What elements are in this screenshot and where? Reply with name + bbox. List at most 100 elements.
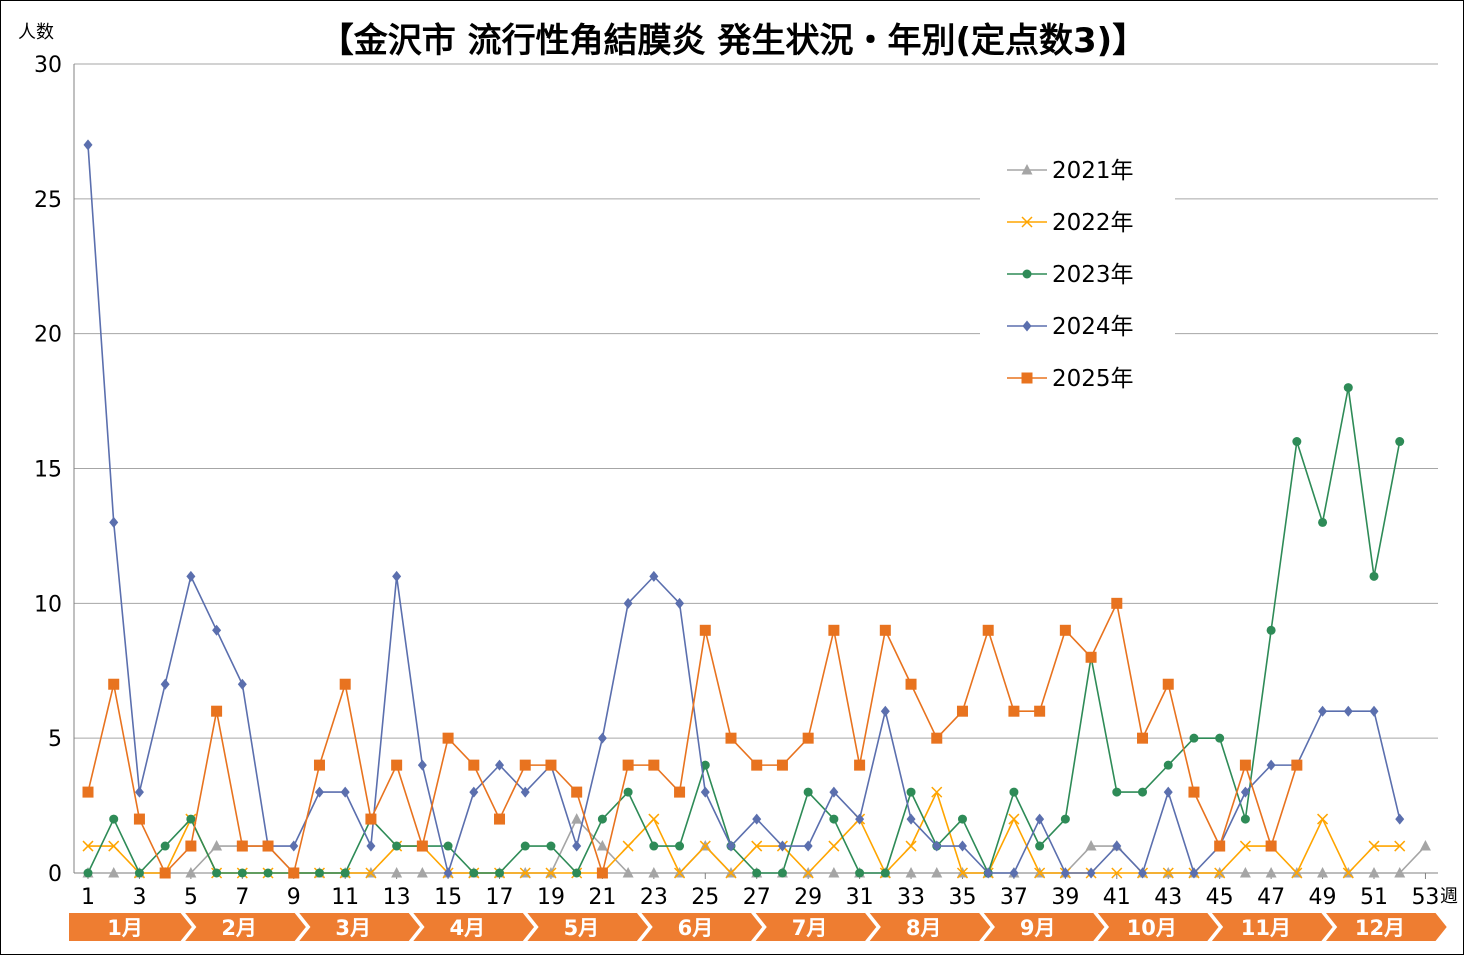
series-lines — [82, 139, 1431, 879]
data-point-marker — [829, 786, 839, 798]
month-chevron — [1207, 911, 1336, 943]
month-chevron — [181, 911, 309, 943]
data-point-marker — [443, 867, 453, 879]
data-point-marker — [725, 867, 737, 879]
data-point-marker — [597, 814, 607, 824]
data-point-marker — [803, 787, 813, 797]
data-point-marker — [1394, 867, 1406, 878]
x-tick-label: 5 — [184, 885, 198, 910]
data-point-marker — [649, 570, 659, 582]
data-point-marker — [495, 868, 505, 878]
data-point-marker — [417, 759, 427, 771]
data-point-marker — [1265, 840, 1277, 852]
y-tick-label: 25 — [34, 188, 62, 213]
data-point-marker — [880, 868, 890, 878]
data-point-marker — [1163, 786, 1173, 798]
month-chevron — [1093, 911, 1222, 943]
data-point-marker — [520, 786, 530, 798]
x-tick-label: 19 — [537, 885, 565, 910]
data-point-marker — [648, 867, 660, 878]
data-point-marker — [674, 867, 686, 879]
month-label: 4月 — [449, 916, 485, 940]
x-tick-label: 43 — [1154, 885, 1182, 910]
y-tick-label: 15 — [34, 458, 62, 483]
data-point-marker — [443, 841, 453, 851]
data-point-marker — [802, 867, 814, 879]
data-point-marker — [1112, 840, 1122, 852]
data-point-marker — [906, 813, 916, 825]
marker-stroke — [1162, 867, 1174, 879]
data-point-marker — [649, 841, 659, 851]
data-point-marker — [1188, 786, 1200, 798]
data-point-marker — [1163, 760, 1173, 770]
data-point-marker — [1034, 705, 1046, 717]
x-tick-label: 51 — [1360, 885, 1388, 910]
data-point-marker — [1292, 437, 1302, 447]
data-point-marker — [777, 868, 787, 878]
data-point-marker — [263, 868, 273, 878]
x-tick-label: 41 — [1103, 885, 1131, 910]
data-point-marker — [1034, 867, 1046, 879]
data-point-marker — [1138, 867, 1148, 879]
month-label: 7月 — [792, 916, 828, 940]
data-point-marker — [1111, 867, 1123, 879]
data-point-marker — [905, 867, 917, 878]
data-point-marker — [622, 867, 634, 878]
data-point-marker — [83, 139, 93, 151]
marker-stroke — [108, 840, 120, 852]
data-point-marker — [1318, 705, 1328, 717]
data-point-marker — [982, 624, 994, 636]
data-point-marker — [776, 759, 788, 771]
marker-stroke — [905, 840, 917, 852]
month-label: 1月 — [107, 916, 143, 940]
marker-stroke — [1034, 867, 1046, 879]
series-line — [87, 386, 1401, 874]
legend-label: 2025年 — [1052, 366, 1134, 392]
data-point-marker — [545, 759, 557, 771]
data-point-marker — [699, 840, 711, 852]
x-tick-label: 39 — [1051, 885, 1079, 910]
data-point-marker — [828, 624, 840, 636]
data-point-marker — [340, 786, 350, 798]
month-chevron — [751, 911, 879, 943]
series-3 — [83, 383, 1405, 878]
month-label: 8月 — [906, 916, 942, 940]
data-point-marker — [340, 868, 350, 878]
data-point-marker — [212, 624, 222, 636]
y-axis-label: 人数 — [18, 22, 54, 43]
data-point-marker — [829, 814, 839, 824]
y-tick-label: 30 — [34, 53, 62, 78]
data-point-marker — [596, 840, 608, 851]
marker-stroke — [82, 840, 94, 852]
data-point-marker — [186, 814, 196, 824]
month-label: 11月 — [1241, 916, 1291, 940]
x-tick-label: 29 — [794, 885, 822, 910]
data-point-marker — [596, 867, 608, 879]
data-point-marker — [751, 840, 763, 852]
month-chevron — [979, 911, 1108, 943]
data-point-marker — [159, 867, 171, 879]
data-point-marker — [1189, 867, 1199, 879]
month-label: 6月 — [678, 916, 714, 940]
data-point-marker — [1060, 867, 1070, 879]
data-point-marker — [1021, 164, 1033, 175]
month-chevron — [295, 911, 423, 943]
data-point-marker — [1317, 813, 1329, 825]
marker-stroke — [828, 840, 840, 852]
legend-label: 2024年 — [1052, 314, 1134, 340]
data-point-marker — [931, 786, 943, 798]
data-point-marker — [1394, 840, 1406, 852]
data-point-marker — [1009, 867, 1019, 879]
data-point-marker — [211, 840, 223, 851]
data-point-marker — [1368, 840, 1380, 852]
x-tick-label: 49 — [1309, 885, 1337, 910]
data-point-marker — [1086, 867, 1096, 879]
marker-stroke — [674, 867, 686, 879]
marker-stroke — [1239, 840, 1251, 852]
data-point-marker — [700, 786, 710, 798]
data-point-marker — [314, 786, 324, 798]
data-point-marker — [752, 813, 762, 825]
marker-stroke — [802, 867, 814, 879]
data-point-marker — [648, 813, 660, 825]
